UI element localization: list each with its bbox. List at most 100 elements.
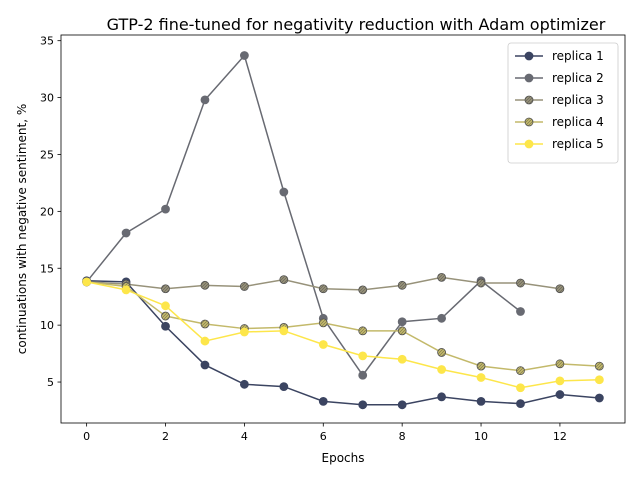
- data-point-hatch: [516, 366, 525, 375]
- data-point: [239, 327, 249, 337]
- data-point: [121, 285, 131, 295]
- data-point: [397, 400, 407, 410]
- data-point-hatch: [595, 362, 604, 371]
- series-2: [82, 51, 525, 380]
- x-tick-label: 0: [83, 430, 90, 443]
- data-point-hatch: [555, 284, 564, 293]
- data-point-hatch: [240, 282, 249, 291]
- data-point: [279, 382, 289, 391]
- data-point: [358, 400, 368, 410]
- series-3: [82, 272, 565, 295]
- legend-marker-hatch: [525, 96, 533, 104]
- legend-label: replica 1: [552, 49, 604, 63]
- y-tick-label: 20: [40, 205, 54, 218]
- series-line: [86, 280, 600, 406]
- x-axis-label: Epochs: [322, 451, 365, 465]
- y-axis: 5 10 15 20 25 30 35: [40, 35, 61, 389]
- data-point: [594, 375, 604, 385]
- data-point-hatch: [319, 318, 328, 327]
- data-point: [200, 95, 210, 105]
- data-point: [161, 301, 170, 311]
- x-tick-label: 10: [474, 430, 488, 443]
- data-point-hatch: [358, 285, 367, 294]
- y-tick-label: 35: [40, 35, 54, 48]
- data-point: [279, 326, 289, 336]
- data-point: [279, 187, 289, 197]
- legend-marker: [524, 73, 534, 83]
- plot-area: [60, 34, 626, 424]
- data-point-hatch: [516, 279, 525, 288]
- y-tick-label: 25: [40, 148, 54, 161]
- data-point: [318, 396, 328, 406]
- data-point: [594, 393, 604, 403]
- y-tick-label: 15: [40, 262, 54, 275]
- x-tick-label: 2: [162, 430, 169, 443]
- legend-box: [507, 42, 619, 164]
- data-point: [437, 365, 447, 374]
- data-point-hatch: [200, 281, 209, 290]
- y-tick-label: 30: [40, 92, 54, 105]
- series-layer: [82, 51, 604, 410]
- legend-label: replica 2: [552, 71, 604, 85]
- y-axis-label: continuations with negative sentiment, %: [15, 104, 29, 354]
- data-point: [200, 336, 210, 346]
- legend-entry: replica 3: [515, 93, 604, 107]
- x-axis: 0 2 4 6 8 10 12: [83, 423, 567, 443]
- series-line: [86, 281, 600, 372]
- data-point: [397, 317, 407, 327]
- data-point: [516, 307, 525, 316]
- x-tick-label: 12: [553, 430, 567, 443]
- data-point-hatch: [398, 326, 407, 335]
- data-point-hatch: [279, 275, 288, 284]
- data-point-hatch: [477, 362, 486, 371]
- data-point: [318, 340, 328, 349]
- data-point: [161, 321, 170, 331]
- data-point-hatch: [477, 279, 486, 288]
- data-point-hatch: [200, 320, 209, 329]
- data-point: [516, 383, 525, 393]
- data-point: [555, 376, 565, 386]
- data-point-hatch: [358, 326, 367, 335]
- data-point: [239, 379, 249, 389]
- data-point: [82, 277, 92, 287]
- legend-label: replica 4: [552, 115, 604, 129]
- data-point: [476, 373, 486, 382]
- data-point-hatch: [161, 312, 170, 321]
- chart-title: GTP-2 fine-tuned for negativity reductio…: [107, 15, 606, 34]
- data-point: [121, 228, 131, 238]
- x-tick-label: 8: [399, 430, 406, 443]
- data-point: [358, 370, 368, 380]
- data-point: [397, 354, 407, 364]
- data-point: [476, 396, 486, 406]
- data-point: [437, 313, 447, 323]
- data-point: [161, 204, 170, 214]
- legend-entry: replica 1: [515, 49, 604, 63]
- legend-marker: [524, 139, 534, 149]
- x-tick-label: 4: [241, 430, 248, 443]
- data-point: [358, 351, 368, 361]
- legend-entry: replica 5: [515, 137, 604, 151]
- x-tick-label: 6: [320, 430, 327, 443]
- legend-marker-hatch: [525, 118, 533, 126]
- data-point: [555, 390, 565, 399]
- data-point: [200, 360, 210, 370]
- plot-frame: [60, 34, 626, 424]
- series-line: [86, 53, 521, 377]
- data-point-hatch: [555, 359, 564, 368]
- series-4: [82, 277, 604, 376]
- data-point: [516, 399, 525, 409]
- data-point: [437, 392, 447, 402]
- series-1: [82, 276, 604, 410]
- legend-marker: [524, 51, 534, 61]
- data-point-hatch: [437, 273, 446, 282]
- legend: replica 1 replica 2 replica 3 replica 4 repl…: [507, 42, 619, 164]
- series-5: [82, 277, 604, 393]
- data-point: [239, 51, 249, 60]
- legend-entry: replica 2: [515, 71, 604, 85]
- y-tick-label: 10: [40, 319, 54, 332]
- legend-label: replica 5: [552, 137, 604, 151]
- series-line: [86, 281, 600, 389]
- data-point-hatch: [398, 281, 407, 290]
- data-point-hatch: [161, 284, 170, 293]
